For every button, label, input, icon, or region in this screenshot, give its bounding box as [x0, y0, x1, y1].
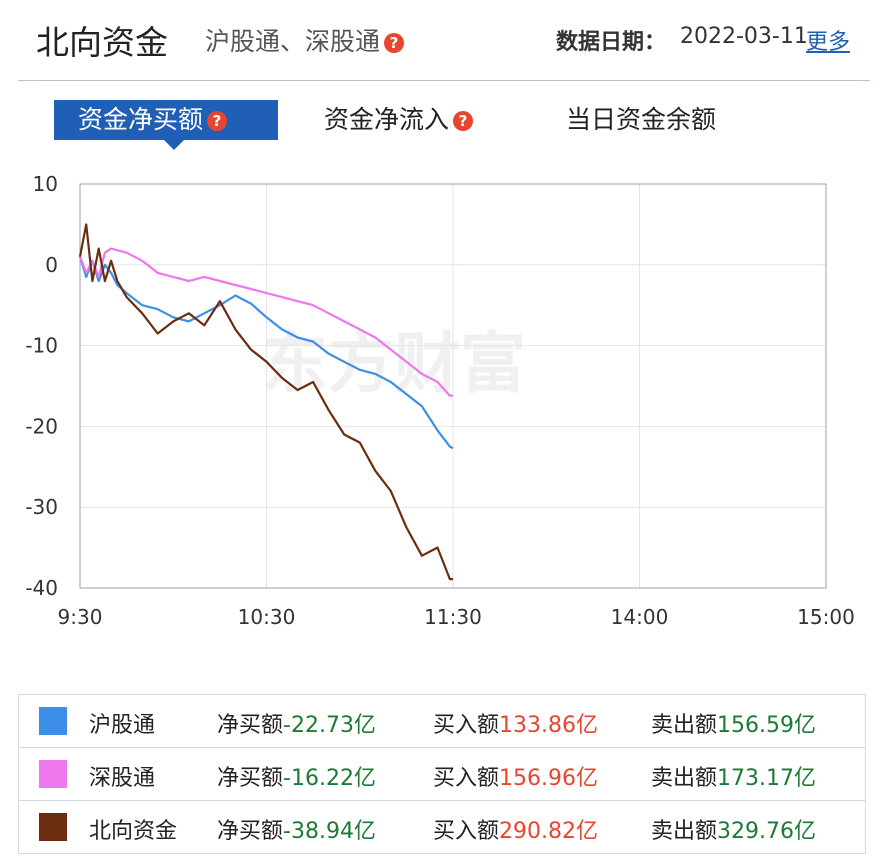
net-buy-label: 净买额 [217, 713, 284, 738]
more-link[interactable]: 更多 [806, 30, 851, 55]
sell-value: 329.76亿 [717, 819, 816, 844]
legend-row: 北向资金 净买额-38.94亿 买入额290.82亿 卖出额329.76亿 [19, 801, 865, 853]
net-buy-label: 净买额 [217, 819, 284, 844]
series-name: 沪股通 [89, 713, 156, 738]
line-chart: 东方财富 10 0 -10 -20 -30 -409:30 10:30 11:30 14:00 15… [25, 172, 855, 629]
sell-label: 卖出额 [651, 766, 718, 791]
x-tick-label: 9:30 [58, 605, 103, 629]
sell-cell: 卖出额329.76亿 [651, 813, 816, 845]
header: 北向资金 沪股通、深股通? 数据日期： 2022-03-11 更多 [0, 0, 888, 81]
tab-daily-balance[interactable]: 当日资金余额 [566, 100, 716, 140]
tab-net-buy-label: 资金净买额 [78, 105, 204, 134]
net-buy-cell: 净买额-16.22亿 [217, 760, 376, 792]
legend-row: 深股通 净买额-16.22亿 买入额156.96亿 卖出额173.17亿 [19, 748, 865, 801]
tab-daily-balance-label: 当日资金余额 [566, 105, 717, 134]
help-icon[interactable]: ? [384, 33, 405, 53]
tab-net-buy[interactable]: 资金净买额? [54, 100, 278, 150]
buy-cell: 买入额290.82亿 [433, 813, 598, 845]
buy-label: 买入额 [433, 819, 500, 844]
help-icon[interactable]: ? [207, 111, 228, 131]
date-value: 2022-03-11 [680, 24, 808, 49]
series-line [78, 223, 453, 581]
net-buy-label: 净买额 [217, 766, 284, 791]
legend-row: 沪股通 净买额-22.73亿 买入额133.86亿 卖出额156.59亿 [19, 695, 865, 748]
page-title: 北向资金 [36, 23, 168, 62]
net-buy-cell: 净买额-22.73亿 [217, 707, 376, 739]
y-tick-label: -20 [25, 414, 58, 438]
sell-value: 156.59亿 [717, 713, 816, 738]
series-name: 北向资金 [89, 819, 178, 844]
watermark-text: 东方财富 [262, 325, 526, 402]
buy-cell: 买入额133.86亿 [433, 707, 598, 739]
page-subtitle: 沪股通、深股通? [205, 22, 405, 58]
buy-label: 买入额 [433, 713, 500, 738]
y-tick-label: 0 [45, 253, 58, 277]
header-divider [18, 80, 870, 81]
series-color-swatch [39, 813, 67, 841]
series-color-swatch [39, 760, 67, 788]
buy-value: 156.96亿 [499, 766, 598, 791]
y-tick-label: 10 [33, 172, 58, 196]
buy-cell: 买入额156.96亿 [433, 760, 598, 792]
buy-value: 133.86亿 [499, 713, 598, 738]
sell-value: 173.17亿 [717, 766, 816, 791]
date-label: 数据日期： [556, 30, 667, 55]
series-name: 深股通 [89, 766, 156, 791]
net-buy-value: -38.94亿 [283, 819, 376, 844]
plot-border [79, 183, 827, 589]
y-tick-label: -40 [25, 576, 58, 600]
x-tick-label: 10:30 [238, 605, 296, 629]
buy-value: 290.82亿 [499, 819, 598, 844]
net-buy-value: -22.73亿 [283, 713, 376, 738]
y-tick-label: -10 [25, 334, 58, 358]
net-buy-cell: 净买额-38.94亿 [217, 813, 376, 845]
tab-net-inflow-label: 资金净流入 [324, 105, 450, 134]
help-icon[interactable]: ? [453, 111, 474, 131]
sell-cell: 卖出额173.17亿 [651, 760, 816, 792]
sell-label: 卖出额 [651, 819, 718, 844]
y-tick-label: -30 [25, 495, 58, 519]
subtitle-text: 沪股通、深股通 [205, 27, 381, 56]
buy-label: 买入额 [433, 766, 500, 791]
x-tick-label: 11:30 [424, 605, 482, 629]
series-color-swatch [39, 707, 67, 735]
x-tick-label: 15:00 [797, 605, 855, 629]
net-buy-value: -16.22亿 [283, 766, 376, 791]
legend-table: 沪股通 净买额-22.73亿 买入额133.86亿 卖出额156.59亿 深股通… [18, 694, 866, 854]
x-tick-label: 14:00 [611, 605, 669, 629]
tab-net-inflow[interactable]: 资金净流入? [324, 100, 474, 140]
series-line [78, 247, 453, 397]
series-line [78, 256, 454, 450]
sell-cell: 卖出额156.59亿 [651, 707, 816, 739]
sell-label: 卖出额 [651, 713, 718, 738]
